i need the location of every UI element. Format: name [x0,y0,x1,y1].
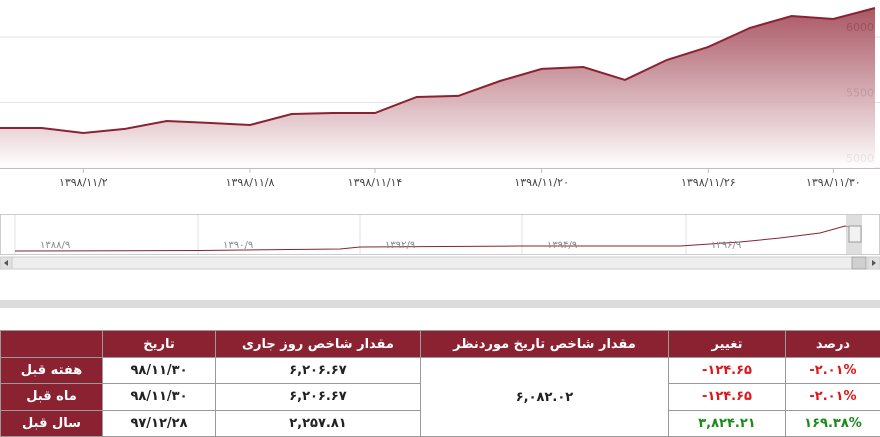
x-tick-label: ۱۳۹۸/۱۱/۸ [226,176,275,189]
date-cell: ۹۸/۱۱/۳۰ [102,356,216,385]
arrow-right [872,260,876,266]
row: هفته قبل ۹۸/۱۱/۳۰ ۶,۲۰۶.۶۷ ۶,۰۸۲.۰۲ -۱۲۴… [0,356,880,437]
percent-cell: ۱۶۹.۳۸% [785,409,880,437]
comparison-table: تاریخ مقدار شاخص روز جاری مقدار شاخص تار… [0,330,880,437]
arrow-left [4,260,8,266]
navigator-handle[interactable] [848,225,862,243]
line [0,7,876,135]
change-cell: ۳,۸۲۴.۲۱ [668,409,786,437]
header-cell [0,330,103,358]
x-tick-label: ۱۳۹۸/۱۱/۲۰ [514,176,569,189]
separator [0,300,880,308]
header-cell: مقدار شاخص تاریخ موردنظر [420,330,669,358]
area [0,8,875,168]
x-tick-label: ۱۳۹۸/۱۱/۲۶ [681,176,736,189]
date-cell: ۹۸/۱۱/۳۰ [102,383,216,411]
header-cell: مقدار شاخص روز جاری [215,330,421,358]
chart: 500055006000۱۳۹۸/۱۱/۲۱۳۹۸/۱۱/۸۱۳۹۸/۱۱/۱۴… [0,7,880,270]
navigator [0,214,880,255]
navigator-line [14,225,856,252]
row-label: ماه قبل [0,383,103,411]
scrollbar[interactable] [0,256,880,270]
target-cell: ۶,۰۸۲.۰۲ [420,357,669,437]
x-tick-label: ۱۳۹۸/۱۱/۲ [59,176,108,189]
date-cell: ۹۷/۱۲/۲۸ [102,409,216,437]
row-label: هفته قبل [0,356,103,385]
row-label: سال قبل [0,409,103,437]
percent-cell: -۲.۰۱% [785,383,880,411]
row: سال قبل ۹۷/۱۲/۲۸ ۲,۲۵۷.۸۱ ۳,۸۲۴.۲۱ ۱۶۹.۳… [0,409,880,437]
header-row: تاریخ مقدار شاخص روز جاری مقدار شاخص تار… [0,330,880,358]
current-cell: ۶,۲۰۶.۶۷ [215,356,421,385]
header-cell: تغییر [668,330,786,358]
x-tick-label: ۱۳۹۸/۱۱/۱۴ [348,176,403,189]
navigator-label: ۱۳۹۰/۹ [223,240,253,251]
navigator-label: ۱۳۹۲/۹ [385,240,415,251]
x-tick-label: ۱۳۹۸/۱۱/۳۰ [806,176,861,189]
percent-cell: -۲.۰۱% [785,356,880,385]
change-cell: -۱۲۴.۶۵ [668,383,786,411]
header-cell: درصد [785,330,880,358]
current-cell: ۲,۲۵۷.۸۱ [215,409,421,437]
navigator-label: ۱۳۸۸/۹ [40,240,70,251]
navigator-label: ۱۳۹۴/۹ [547,240,577,251]
current-cell: ۶,۲۰۶.۶۷ [215,383,421,411]
header-cell: تاریخ [102,330,216,358]
change-cell: -۱۲۴.۶۵ [668,356,786,385]
scroll-thumb[interactable] [851,256,867,270]
navigator-label: ۱۳۹۶/۹ [711,240,741,251]
